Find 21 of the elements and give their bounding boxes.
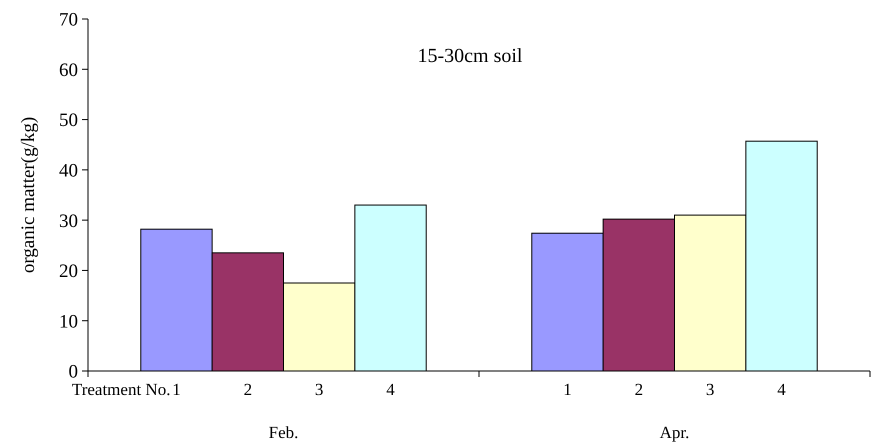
text: Treatment No.: [72, 380, 170, 399]
y-tick-label: 10: [59, 311, 78, 332]
text: 3: [706, 380, 714, 399]
series-label: 2: [244, 380, 252, 399]
y-axis-title: organic matter(g/kg): [18, 116, 39, 274]
y-tick-label: 70: [59, 10, 78, 31]
series-label: 1: [172, 380, 181, 399]
x-tick-label: Apr.: [660, 423, 690, 442]
text: 1: [563, 380, 572, 399]
y-tick-label: 60: [59, 60, 78, 81]
y-tick-label: 0: [68, 362, 78, 383]
y-tick-label: 30: [59, 210, 78, 232]
y-tick-label: 40: [59, 160, 78, 182]
text: 4: [777, 380, 786, 399]
text: 2: [634, 380, 644, 399]
x-tick-label: Feb.: [268, 423, 298, 442]
text: 15-30cm soil: [418, 45, 523, 67]
y-tick-label: 50: [59, 110, 78, 132]
series-label: 3: [314, 380, 324, 399]
series-label: 4: [386, 380, 396, 399]
y-tick-label: 20: [59, 261, 78, 282]
